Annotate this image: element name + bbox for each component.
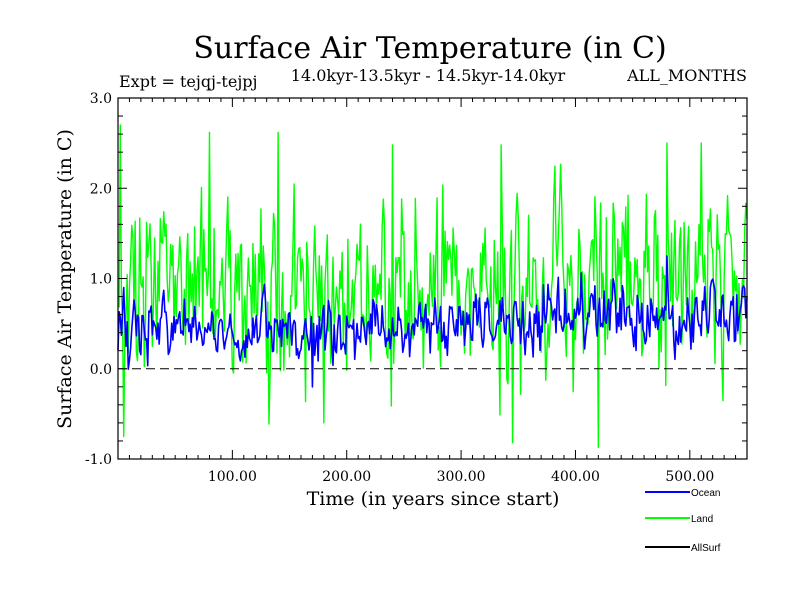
plot-data	[117, 124, 748, 448]
x-tick-label: 100.00	[208, 469, 257, 485]
series-line-land	[117, 124, 748, 448]
x-axis-label: Time (in years since start)	[307, 488, 560, 510]
months-label: ALL_MONTHS	[626, 66, 747, 85]
x-tick-label: 400.00	[551, 469, 600, 485]
legend-label-ocean: Ocean	[691, 488, 720, 499]
axis-ticks: 100.00 200.00 300.00 400.00 500.00 -1.0 0.0 1.0…	[85, 91, 747, 485]
chart-subtitle: 14.0kyr-13.5kyr - 14.5kyr-14.0kyr	[291, 66, 566, 85]
x-tick-label: 300.00	[437, 469, 486, 485]
y-tick-label: 3.0	[90, 91, 112, 107]
chart-title: Surface Air Temperature (in C)	[193, 31, 666, 66]
y-tick-label: 1.0	[90, 272, 112, 288]
legend-label-land: Land	[691, 514, 713, 525]
legend-label-allsurf: AllSurf	[691, 543, 721, 554]
y-tick-label: 0.0	[90, 362, 112, 378]
y-tick-label: -1.0	[85, 452, 112, 468]
x-tick-label: 200.00	[322, 469, 371, 485]
expt-label: Expt = tejqj-tejpj	[119, 72, 257, 91]
y-axis-label: Surface Air Temperature (in C)	[54, 129, 76, 429]
x-tick-label: 500.00	[665, 469, 714, 485]
legend: Ocean Land AllSurf	[645, 488, 721, 554]
y-tick-label: 2.0	[90, 181, 112, 197]
series-line-ocean	[117, 255, 748, 388]
